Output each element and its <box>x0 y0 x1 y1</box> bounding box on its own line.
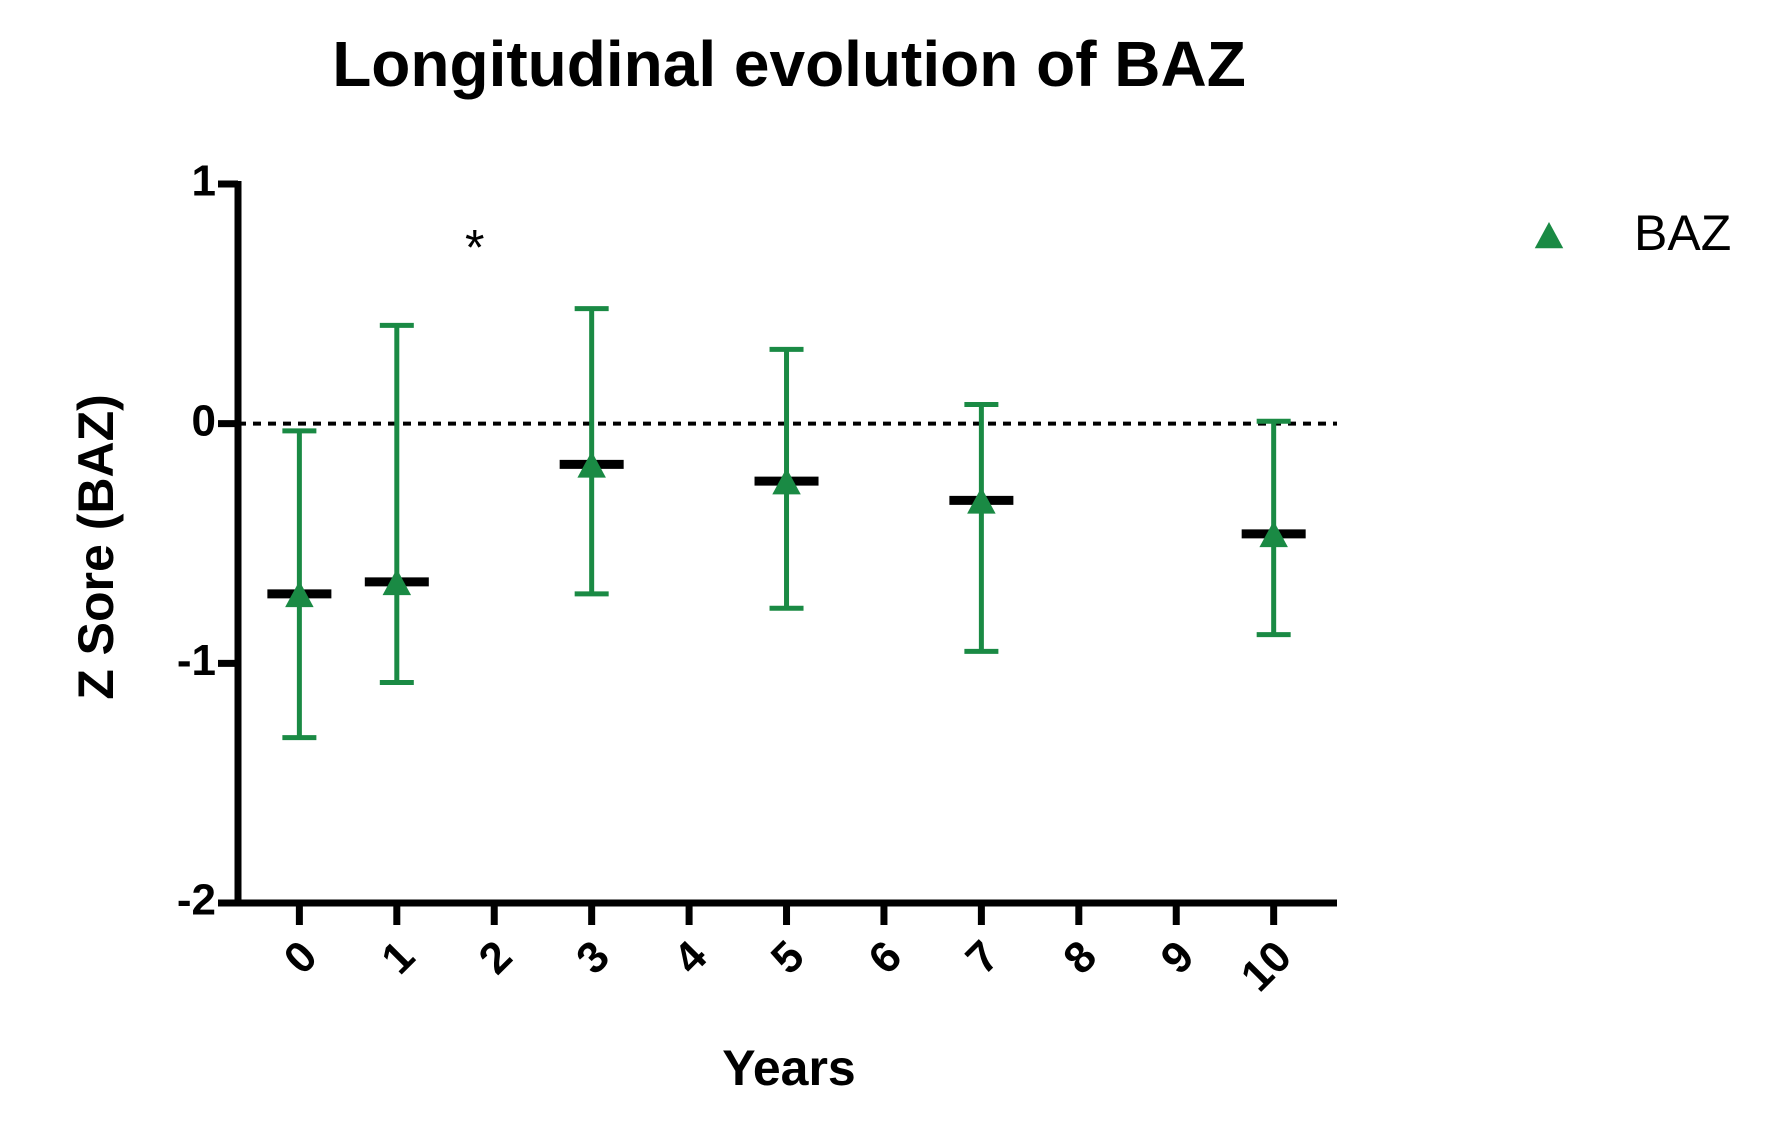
x-tick-label: 4 <box>664 931 716 983</box>
marker <box>967 487 996 514</box>
x-tick-label: 6 <box>859 932 911 984</box>
marker <box>577 451 606 478</box>
x-tick-label: 3 <box>567 932 619 984</box>
chart-title: Longitudinal evolution of BAZ <box>332 28 1246 100</box>
annotation: * <box>465 219 484 275</box>
marker <box>285 580 314 608</box>
legend-label: BAZ <box>1634 205 1731 261</box>
x-tick-label: 10 <box>1232 932 1301 1001</box>
marker <box>382 568 412 596</box>
y-tick-label: 0 <box>192 396 216 445</box>
y-axis-label: Z Sore (BAZ) <box>68 394 124 700</box>
y-tick-label: -1 <box>177 636 216 685</box>
x-tick-label: 8 <box>1054 932 1106 984</box>
x-axis-label: Years <box>722 1040 855 1096</box>
y-tick-label: -2 <box>177 876 216 925</box>
x-tick-label: 0 <box>275 932 327 984</box>
marker <box>772 468 801 495</box>
x-tick-label: 5 <box>762 932 814 984</box>
x-tick-label: 7 <box>957 932 1009 984</box>
x-tick-label: 1 <box>372 932 424 984</box>
y-tick-label: 1 <box>192 157 216 206</box>
x-tick-label: 9 <box>1152 932 1204 984</box>
x-tick-label: 2 <box>470 932 522 984</box>
marker <box>1259 520 1288 548</box>
legend-marker <box>1534 222 1564 249</box>
